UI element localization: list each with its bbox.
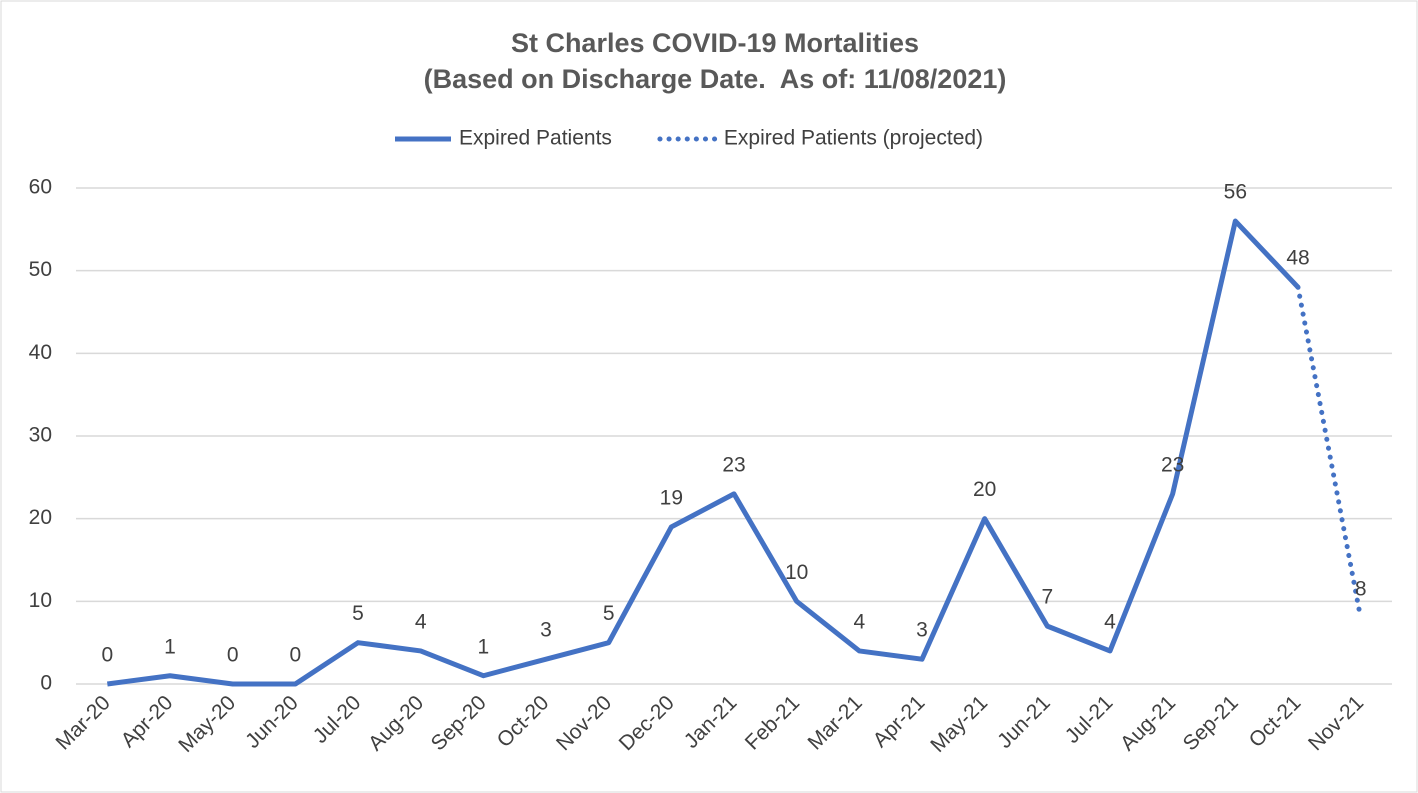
data-label: 0 <box>101 644 113 667</box>
data-label: 0 <box>227 644 239 667</box>
data-label: 5 <box>603 602 615 625</box>
y-tick-label: 10 <box>29 589 52 612</box>
data-label: 20 <box>973 478 996 501</box>
series-line <box>1295 284 1364 621</box>
data-label: 8 <box>1355 577 1367 600</box>
chart-subtitle: (Based on Discharge Date. As of: 11/08/2… <box>424 64 1007 94</box>
data-label: 56 <box>1224 181 1247 204</box>
y-tick-label: 0 <box>40 672 52 695</box>
y-tick-label: 20 <box>29 506 52 529</box>
data-label: 3 <box>540 619 552 642</box>
data-label: 19 <box>660 486 683 509</box>
data-label: 5 <box>352 602 364 625</box>
data-label: 10 <box>785 561 808 584</box>
data-label: 3 <box>916 619 928 642</box>
data-label: 23 <box>1161 453 1184 476</box>
data-label: 1 <box>164 635 176 658</box>
data-label: 23 <box>722 453 745 476</box>
y-tick-label: 30 <box>29 424 52 447</box>
data-label: 4 <box>1104 610 1116 633</box>
data-label: 4 <box>853 610 865 633</box>
chart-title: St Charles COVID-19 Mortalities <box>511 28 919 58</box>
data-label: 7 <box>1041 586 1053 609</box>
y-tick-label: 40 <box>29 341 52 364</box>
y-tick-label: 50 <box>29 258 52 281</box>
series-line <box>107 218 1300 687</box>
legend-label: Expired Patients (projected) <box>724 127 983 150</box>
data-label: 0 <box>289 644 301 667</box>
data-label: 4 <box>415 610 427 633</box>
y-tick-label: 60 <box>29 176 52 199</box>
legend-label: Expired Patients <box>459 127 612 150</box>
data-label: 48 <box>1286 247 1309 270</box>
data-label: 1 <box>477 635 489 658</box>
